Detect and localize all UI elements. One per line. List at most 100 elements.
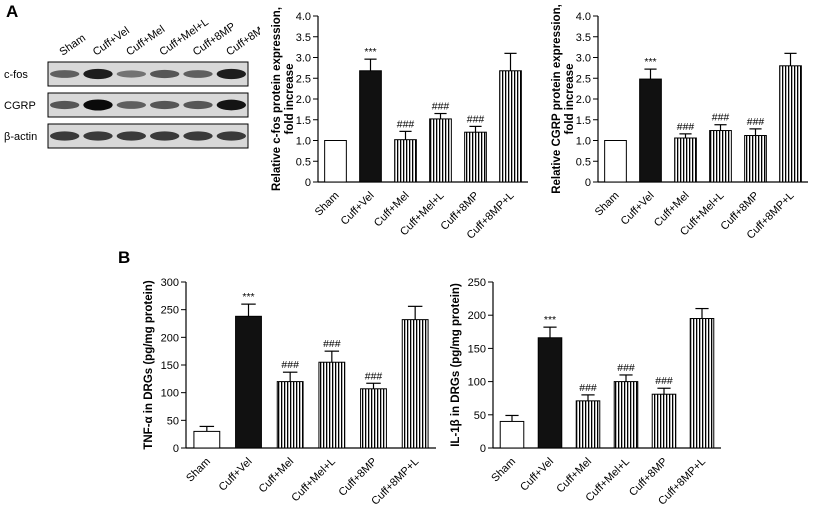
bar	[359, 70, 382, 183]
y-tick-label: 4.0	[576, 11, 591, 23]
y-tick-label: 3.0	[296, 53, 311, 65]
bar	[499, 420, 525, 449]
blot-band	[116, 131, 146, 141]
y-tick-label: 0	[585, 177, 591, 189]
bar	[674, 137, 697, 183]
blot-band	[150, 131, 180, 141]
y-tick-label: 0	[305, 177, 311, 189]
x-tick-label: Cuff+Mel	[257, 456, 297, 496]
bar	[639, 78, 662, 183]
significance-label: ###	[712, 112, 730, 124]
y-tick-label: 50	[474, 410, 486, 422]
blot-band	[116, 101, 146, 109]
significance-label: ***	[644, 56, 656, 68]
significance-label: ###	[747, 116, 765, 128]
y-axis-label: fold increase	[284, 64, 296, 135]
significance-label: ###	[617, 362, 635, 374]
x-tick-label: Cuff+Vel	[619, 190, 657, 228]
blot-band	[216, 99, 246, 111]
y-tick-label: 1.5	[296, 115, 311, 127]
x-tick-label: Sham	[184, 456, 213, 485]
x-tick-label: Sham	[313, 190, 342, 219]
bar	[744, 135, 767, 183]
y-axis-label: fold increase	[564, 64, 576, 135]
blot-band	[116, 70, 146, 78]
blot-membrane	[47, 123, 249, 149]
cgrp-bar-chart: 0 0.5 1.0 1.5 2.0 2.5 3.0 3.5 4.0 Relative CGRP p…	[551, 4, 808, 242]
bar	[429, 118, 452, 183]
y-tick-label: 2.0	[296, 94, 311, 106]
y-tick-label: 3.0	[576, 53, 591, 65]
y-tick-label: 50	[167, 415, 179, 427]
bar	[464, 131, 487, 183]
x-tick-label: Sham	[593, 190, 622, 219]
bar	[318, 361, 346, 449]
y-tick-label: 0	[480, 443, 486, 455]
cfos-bar-chart: 0 0.5 1.0 1.5 2.0 2.5 3.0 3.5 4.0 Relative c-fos …	[271, 7, 528, 242]
y-tick-label: 2.5	[296, 73, 311, 85]
panel-label-a: A	[6, 2, 19, 21]
blot-band	[216, 131, 246, 141]
x-tick-label: Sham	[489, 456, 518, 485]
bar	[324, 140, 347, 183]
significance-label: ***	[242, 291, 254, 303]
il1beta-bar-chart: 0 50 100 150 200 250 IL-1β in DRGs (pg/mg prot…	[450, 277, 721, 508]
significance-label: ***	[364, 46, 376, 58]
significance-label: ###	[432, 101, 450, 113]
x-tick-label: Cuff+Mel+L	[289, 456, 338, 505]
significance-label: ###	[579, 382, 597, 394]
blot-lane-label: Cuff+Vel	[91, 25, 132, 59]
bar	[651, 393, 677, 449]
bar	[709, 130, 732, 183]
y-tick-label: 1.5	[576, 115, 591, 127]
bar	[276, 381, 304, 449]
y-tick-label: 200	[161, 332, 179, 344]
blot-row-label: β-actin	[4, 131, 37, 143]
y-axis-label: Relative CGRP protein expression,	[551, 4, 563, 194]
blot-membrane	[47, 92, 249, 118]
panel-label-b: B	[118, 248, 131, 267]
y-axis-label: Relative c-fos protein expression,	[271, 7, 283, 191]
blot-band	[83, 68, 113, 80]
y-tick-label: 250	[468, 277, 486, 289]
y-tick-label: 0	[173, 443, 179, 455]
bar	[689, 318, 715, 449]
bar	[779, 65, 802, 183]
significance-label: ###	[323, 338, 341, 350]
y-axis-label: TNF-α in DRGs (pg/mg protein)	[143, 280, 155, 449]
bar	[193, 430, 221, 449]
blot-band	[216, 68, 246, 80]
y-tick-label: 2.0	[576, 94, 591, 106]
significance-label: ###	[397, 118, 415, 130]
blot-band	[49, 100, 80, 110]
blot-lane-label: Sham	[58, 32, 88, 58]
y-tick-label: 2.5	[576, 73, 591, 85]
y-tick-label: 100	[468, 377, 486, 389]
x-tick-label: Cuff+Mel	[554, 456, 594, 496]
blot-band	[183, 100, 213, 110]
y-tick-label: 150	[161, 360, 179, 372]
significance-label: ###	[365, 370, 383, 382]
blot-membrane	[47, 61, 249, 87]
y-tick-label: 3.5	[576, 32, 591, 44]
bar	[401, 319, 429, 449]
blot-row-label: CGRP	[4, 100, 36, 112]
bar	[537, 337, 563, 449]
bar	[499, 70, 522, 183]
significance-label: ###	[677, 121, 695, 133]
x-tick-label: Cuff+Vel	[339, 190, 377, 228]
significance-label: ###	[281, 359, 299, 371]
bar	[604, 140, 627, 183]
bar	[613, 381, 639, 449]
bar	[235, 315, 262, 449]
blot-row-label: c-fos	[4, 69, 28, 81]
x-tick-label: Cuff+Vel	[217, 456, 255, 494]
western-blot: Sham Cuff+VelCuff+MelCuff+Mel+LCuff+8MPCu…	[4, 13, 260, 149]
x-tick-label: Cuff+Vel	[518, 456, 556, 494]
blot-band	[183, 70, 213, 78]
y-tick-label: 0.5	[576, 156, 591, 168]
y-tick-label: 100	[161, 388, 179, 400]
y-tick-label: 1.0	[576, 136, 591, 148]
bar	[575, 400, 601, 449]
y-tick-label: 4.0	[296, 11, 311, 23]
